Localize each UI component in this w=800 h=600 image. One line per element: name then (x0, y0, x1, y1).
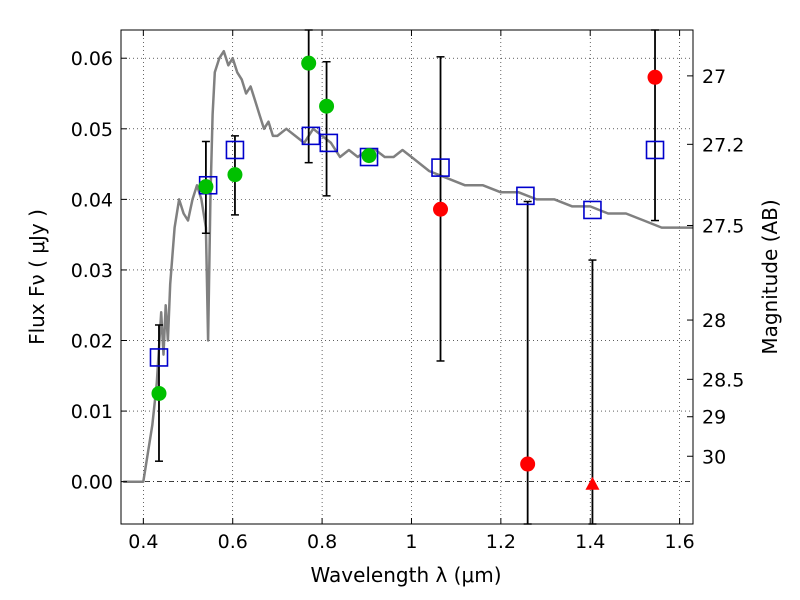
x-tick-label: 1 (405, 531, 417, 553)
detection-point (361, 148, 377, 164)
detection-point (151, 385, 167, 401)
magnitude-tick-label: 27 (702, 66, 726, 88)
model-sed-group (123, 49, 693, 483)
plot-frame (120, 29, 694, 525)
model-photometry-square (645, 140, 665, 160)
x-tick-label: 1.6 (664, 531, 694, 553)
magnitude-tick-label: 29 (702, 407, 726, 429)
y-tick-label: 0.00 (71, 472, 113, 494)
y-axis: 0.00 0.01 0.02 0.03 0.04 0.05 0.06 (71, 48, 127, 494)
magnitude-tick-label: 30 (702, 446, 726, 468)
magnitude-axis: 27 27.2 27.5 28 28.5 29 30 (687, 66, 744, 468)
model-photometry-square (516, 186, 535, 206)
plot-area (121, 30, 693, 524)
detection-point (319, 98, 335, 114)
low-significance-point (647, 69, 663, 85)
magnitude-axis-label: Magnitude (AB) (758, 199, 782, 354)
x-tick-label: 1.2 (486, 531, 516, 553)
y-tick-label: 0.03 (71, 260, 113, 282)
model-photometry-square (319, 133, 339, 153)
detection-point (198, 179, 214, 195)
magnitude-tick-label: 28.5 (702, 369, 744, 391)
detection-point (301, 55, 317, 71)
upper-limit-triangle (585, 476, 600, 490)
x-tick-label: 1.4 (575, 531, 605, 553)
model-photometry-square (583, 200, 602, 220)
magnitude-tick-label: 28 (702, 310, 726, 332)
x-tick-label: 0.6 (218, 531, 248, 553)
y-tick-label: 0.04 (71, 189, 113, 211)
x-tick-label: 0.4 (128, 531, 158, 553)
magnitude-tick-label: 27.5 (702, 215, 744, 237)
detection-point (227, 167, 243, 183)
x-tick-label: 0.8 (307, 531, 337, 553)
model-photometry-square (225, 140, 245, 160)
model-photometry-square (431, 158, 450, 177)
magnitude-tick-label: 27.2 (702, 134, 744, 156)
model-photometry-square (149, 348, 169, 367)
y-axis-label: Flux Fν ( μJy ) (25, 209, 49, 345)
low-significance-point (520, 456, 536, 472)
markers-group (149, 55, 665, 490)
y-tick-label: 0.06 (71, 48, 113, 70)
model-photometry-square (301, 126, 321, 146)
x-axis: 0.4 0.6 0.8 1 1.2 1.4 1.6 (128, 30, 695, 553)
model-sed-line (123, 49, 693, 483)
y-tick-label: 0.01 (71, 401, 113, 423)
y-tick-label: 0.02 (71, 331, 113, 353)
y-tick-label: 0.05 (71, 119, 113, 141)
low-significance-point (433, 201, 449, 217)
x-axis-label: Wavelength λ (μm) (310, 563, 501, 587)
